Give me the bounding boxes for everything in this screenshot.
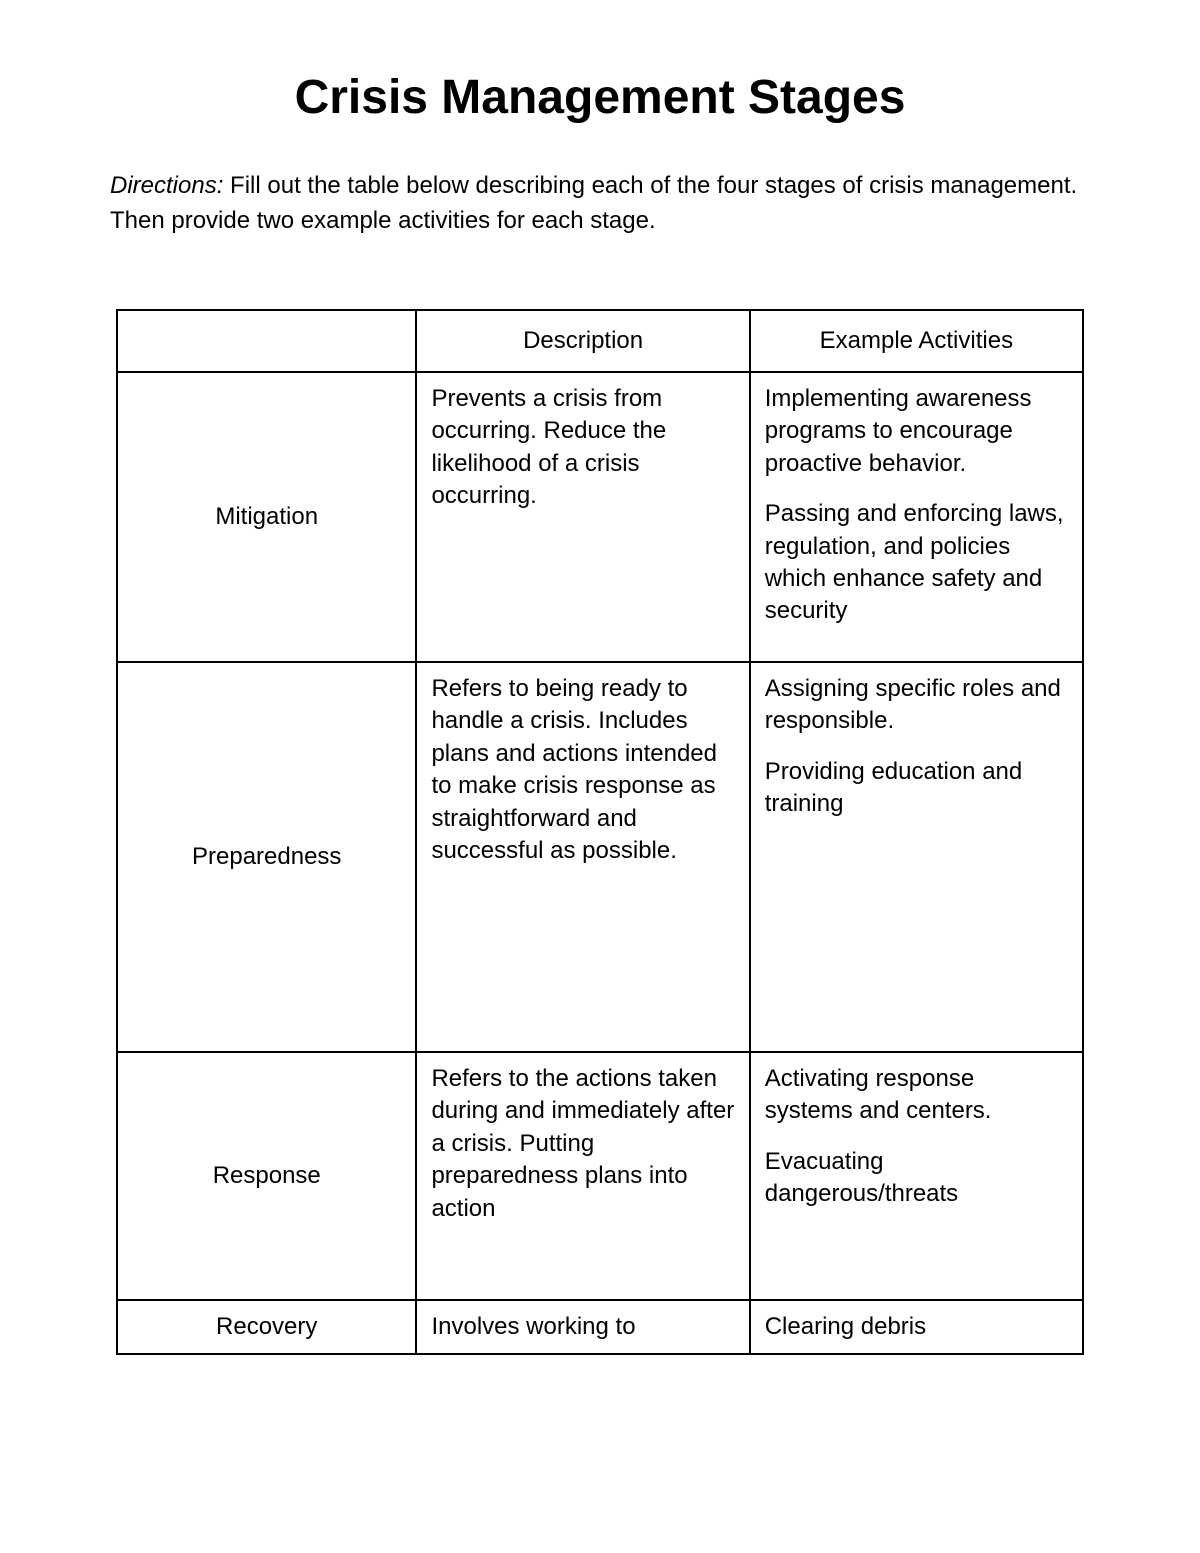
table-row: PreparednessRefers to being ready to han… [117,662,1083,1052]
activities-cell: Assigning specific roles and responsible… [750,662,1083,1052]
activity-text: Implementing awareness programs to encou… [765,383,1068,480]
table-body: MitigationPrevents a crisis from occurri… [117,372,1083,1354]
stage-cell: Recovery [117,1300,416,1354]
description-text: Refers to the actions taken during and i… [431,1063,734,1225]
description-cell: Involves working to [416,1300,749,1354]
col-header-blank [117,310,416,372]
stage-cell: Mitigation [117,372,416,662]
stage-cell: Preparedness [117,662,416,1052]
description-text: Prevents a crisis from occurring. Reduce… [431,383,734,513]
directions-label: Directions: [110,172,223,199]
table-container: Description Example Activities Mitigatio… [110,309,1090,1356]
page-title: Crisis Management Stages [110,70,1090,125]
stage-cell: Response [117,1052,416,1300]
table-header-row: Description Example Activities [117,310,1083,372]
directions-text: Fill out the table below describing each… [110,172,1077,234]
activity-text: Clearing debris [765,1311,1068,1343]
description-text: Involves working to [431,1311,734,1343]
activity-text: Assigning specific roles and responsible… [765,673,1068,738]
description-cell: Prevents a crisis from occurring. Reduce… [416,372,749,662]
col-header-description: Description [416,310,749,372]
table-row: ResponseRefers to the actions taken duri… [117,1052,1083,1300]
activity-text: Activating response systems and centers. [765,1063,1068,1128]
activities-cell: Implementing awareness programs to encou… [750,372,1083,662]
description-cell: Refers to being ready to handle a crisis… [416,662,749,1052]
document-page: Crisis Management Stages Directions: Fil… [0,0,1200,1553]
table-row: Recovery Involves working to Clearing debr… [117,1300,1083,1354]
activities-cell: Clearing debris [750,1300,1083,1354]
col-header-activities: Example Activities [750,310,1083,372]
table-row: MitigationPrevents a crisis from occurri… [117,372,1083,662]
activity-text: Providing education and training [765,756,1068,821]
directions-paragraph: Directions: Fill out the table below des… [110,169,1090,239]
description-text: Refers to being ready to handle a crisis… [431,673,734,867]
crisis-table: Description Example Activities Mitigatio… [116,309,1084,1356]
activities-cell: Activating response systems and centers.… [750,1052,1083,1300]
activity-text: Evacuating dangerous/threats [765,1146,1068,1211]
activity-text: Passing and enforcing laws, regulation, … [765,498,1068,628]
description-cell: Refers to the actions taken during and i… [416,1052,749,1300]
